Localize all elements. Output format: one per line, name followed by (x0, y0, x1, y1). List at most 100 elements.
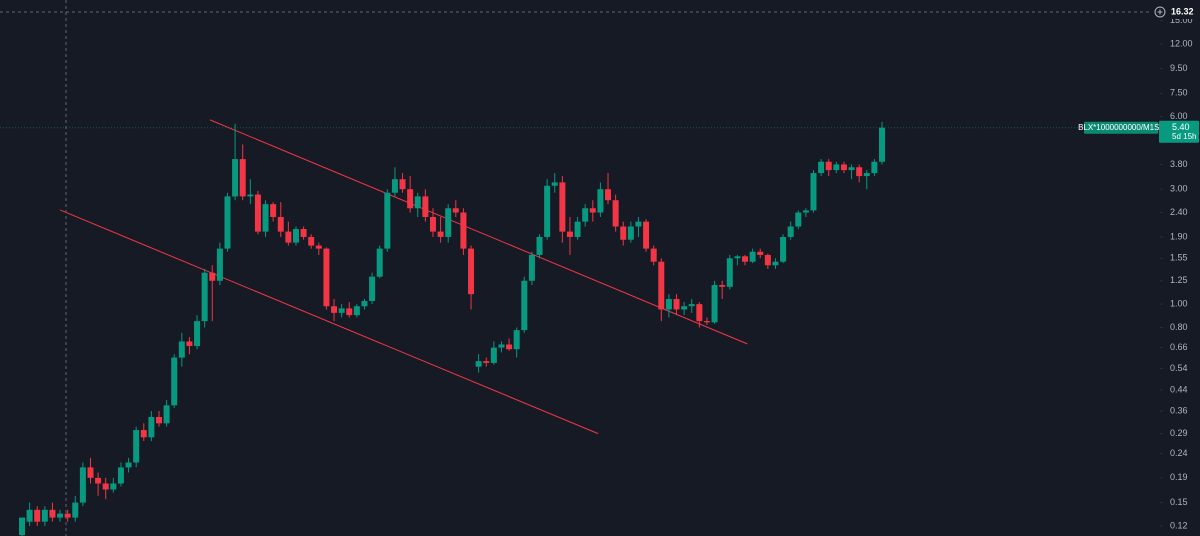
y-tick-label: 1.90 (1170, 231, 1188, 241)
y-tick-label: 0.24 (1170, 448, 1188, 458)
y-tick-label: 3.00 (1170, 184, 1188, 194)
candle-body (110, 483, 117, 490)
candle-body (688, 304, 695, 307)
candle-body (787, 226, 794, 237)
y-tick-label: 7.50 (1170, 88, 1188, 98)
candle-body (148, 416, 155, 438)
candle-body (429, 216, 436, 232)
candle-body (483, 361, 490, 363)
y-tick-label: 0.19 (1170, 472, 1188, 482)
candle-body (72, 502, 79, 518)
candle-body (468, 248, 475, 295)
crosshair-price-label: 16.32 (1171, 6, 1194, 16)
candle-body (544, 185, 551, 237)
candle-body (574, 221, 581, 237)
y-tick-label: 0.12 (1170, 520, 1188, 530)
candle-body (87, 467, 94, 478)
candle-body (163, 405, 170, 424)
candle-body (871, 161, 878, 174)
candle-body (338, 308, 345, 313)
candle-body (635, 221, 642, 227)
candle-body (780, 236, 787, 262)
candle-body (391, 179, 398, 193)
candle-body (209, 272, 216, 281)
candle-body (102, 483, 109, 490)
trend-line (59, 209, 599, 435)
candle-body (597, 189, 604, 213)
candle-body (863, 173, 870, 177)
candle-body (171, 357, 178, 406)
countdown-label: 5d 15h (1172, 132, 1196, 141)
candle-body (331, 306, 338, 313)
y-tick-label: 0.66 (1170, 342, 1188, 352)
candle-body (41, 509, 48, 522)
candle-body (376, 248, 383, 277)
y-tick-label: 12.00 (1170, 39, 1193, 49)
candle-body (848, 167, 855, 171)
candle-body (764, 254, 771, 266)
candle-body (658, 261, 665, 310)
candle-body (726, 258, 733, 287)
candle-body (650, 248, 657, 262)
candle-body (825, 161, 832, 171)
candle-body (757, 251, 764, 255)
candle-body (802, 210, 809, 213)
candle-body (605, 189, 612, 201)
candle-body (734, 256, 741, 259)
candle-body (64, 513, 71, 518)
candle-body (840, 164, 847, 171)
y-tick-label: 1.25 (1170, 275, 1188, 285)
candle-body (490, 347, 497, 363)
candle-body (703, 321, 710, 323)
candle-body (155, 416, 162, 424)
candle-body (566, 231, 573, 237)
y-tick-label: 3.80 (1170, 159, 1188, 169)
candle-body (589, 208, 596, 213)
candle-body (506, 344, 513, 350)
candle-body (673, 299, 680, 310)
candle-body (422, 196, 429, 217)
candle-body (460, 212, 467, 249)
candle-body (810, 173, 817, 211)
candle-body (749, 251, 756, 262)
candle-body (719, 285, 726, 287)
candle-body (224, 196, 231, 249)
candle-body (292, 229, 299, 243)
candle-body (665, 299, 672, 310)
y-tick-label: 9.50 (1170, 63, 1188, 73)
candle-body (270, 204, 277, 217)
y-tick-label: 0.54 (1170, 363, 1188, 373)
candle-body (407, 189, 414, 209)
candle-body (856, 167, 863, 177)
candle-body (254, 194, 261, 232)
candle-body (79, 467, 86, 503)
candle-body (26, 509, 33, 522)
y-tick-label: 1.55 (1170, 253, 1188, 263)
candle-body (95, 477, 102, 484)
candle-body (277, 216, 284, 232)
candle-body (369, 276, 376, 302)
candle-body (399, 179, 406, 190)
candle-body (536, 236, 543, 255)
candle-body (353, 306, 360, 316)
candle-body (711, 285, 718, 323)
candle-body (49, 509, 56, 518)
candle-body (300, 229, 307, 237)
candle-body (772, 261, 779, 266)
candle-body (620, 226, 627, 240)
y-tick-label: 0.15 (1170, 497, 1188, 507)
candle-body (201, 272, 208, 322)
candle-body (186, 341, 193, 347)
candle-body (140, 430, 147, 438)
candle-body (551, 182, 558, 186)
candle-body (194, 321, 201, 347)
candle-body (681, 306, 688, 310)
candle-body (445, 208, 452, 237)
candle-body (833, 164, 840, 171)
candle-body (696, 304, 703, 322)
candle-body (627, 226, 634, 240)
candle-body (308, 236, 315, 246)
y-tick-label: 1.00 (1170, 298, 1188, 308)
